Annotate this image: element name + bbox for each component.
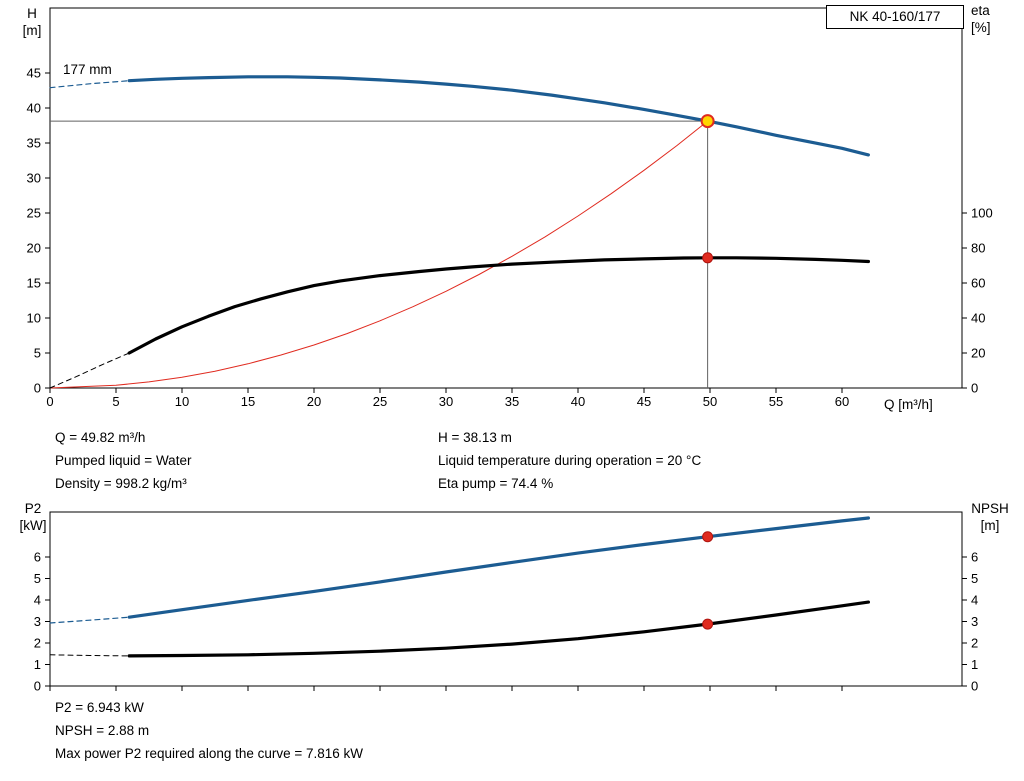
left-axis-tick-label: 25 <box>27 206 41 221</box>
left-axis-tick-label: 4 <box>34 593 41 608</box>
x-axis-tick-label: 5 <box>112 394 119 409</box>
left-axis-tick-label: 45 <box>27 66 41 81</box>
head-curve-dashed <box>49 80 130 89</box>
eta-curve <box>127 256 871 355</box>
left-axis-tick-label: 6 <box>34 550 41 565</box>
liquid-temperature-text: Liquid temperature during operation = 20… <box>438 453 702 468</box>
p2-npsh-chart-border <box>49 511 963 687</box>
right-axis-tick-label: 0 <box>971 679 978 694</box>
left-axis-tick-label: 10 <box>27 311 41 326</box>
right-axis-tick-label: 60 <box>971 276 985 291</box>
left-axis-tick-label: 30 <box>27 171 41 186</box>
npsh-point-marker <box>702 618 714 630</box>
x-axis-tick-label: 10 <box>175 394 189 409</box>
x-axis-tick-label: 55 <box>769 394 783 409</box>
right-axis-tick-label: 4 <box>971 593 978 608</box>
x-axis-tick-label: 15 <box>241 394 255 409</box>
right-axis-tick-label: 40 <box>971 311 985 326</box>
eta-axis-title: eta [%] <box>971 2 1021 36</box>
impeller-diameter-label: 177 mm <box>63 62 112 77</box>
right-axis-tick-label: 5 <box>971 571 978 586</box>
right-axis-tick-label: 20 <box>971 346 985 361</box>
eta-pump-text: Eta pump = 74.4 % <box>438 476 554 491</box>
duty-point-marker[interactable] <box>700 114 715 129</box>
p2-axis-unit: [kW] <box>19 518 47 533</box>
left-axis-tick-label: 5 <box>34 346 41 361</box>
left-axis-tick-label: 2 <box>34 636 41 651</box>
x-axis-tick-label: 60 <box>835 394 849 409</box>
p2-curve-dashed <box>49 616 130 624</box>
npsh-result-text: NPSH = 2.88 m <box>55 723 150 738</box>
duty-q-text: Q = 49.82 m³/h <box>55 430 146 445</box>
p2-curve <box>127 516 871 619</box>
left-axis-tick-label: 5 <box>34 571 41 586</box>
left-axis-tick-label: 0 <box>34 679 41 694</box>
h-axis-title: H [m] <box>14 5 50 39</box>
right-axis-tick-label: 6 <box>971 550 978 565</box>
eta-axis-unit: [%] <box>971 20 991 35</box>
npsh-axis-title: NPSH [m] <box>962 500 1018 534</box>
left-axis-tick-label: 0 <box>34 381 41 396</box>
affinity-curve <box>49 120 709 389</box>
p2-axis-title: P2 [kW] <box>12 500 54 534</box>
npsh-axis-unit: [m] <box>980 518 1000 533</box>
x-axis-tick-label: 30 <box>439 394 453 409</box>
h-axis-unit: [m] <box>22 23 42 38</box>
p2-point-marker <box>702 531 714 543</box>
p2-result-text: P2 = 6.943 kW <box>55 700 144 715</box>
left-axis-tick-label: 15 <box>27 276 41 291</box>
right-axis-tick-label: 80 <box>971 241 985 256</box>
pumped-liquid-text: Pumped liquid = Water <box>55 453 192 468</box>
x-axis-tick-label: 0 <box>46 394 53 409</box>
x-axis-tick-label: 40 <box>571 394 585 409</box>
x-axis-tick-label: 25 <box>373 394 387 409</box>
q-axis-label: Q [m³/h] <box>884 397 933 412</box>
left-axis-tick-label: 1 <box>34 657 41 672</box>
npsh-axis-name: NPSH <box>971 501 1009 516</box>
right-axis-tick-label: 2 <box>971 636 978 651</box>
left-axis-tick-label: 35 <box>27 136 41 151</box>
head-curve <box>127 75 871 157</box>
right-axis-tick-label: 3 <box>971 614 978 629</box>
npsh-curve <box>127 600 871 658</box>
qh-eta-chart-border <box>49 7 963 389</box>
x-axis-tick-label: 35 <box>505 394 519 409</box>
x-axis-tick-label: 50 <box>703 394 717 409</box>
duty-h-text: H = 38.13 m <box>438 430 512 445</box>
x-axis-tick-label: 45 <box>637 394 651 409</box>
npsh-curve-dashed <box>49 654 130 657</box>
eta-curve-dashed <box>49 352 130 389</box>
right-axis-tick-label: 1 <box>971 657 978 672</box>
right-axis-tick-label: 0 <box>971 381 978 396</box>
density-text: Density = 998.2 kg/m³ <box>55 476 187 491</box>
max-p2-result-text: Max power P2 required along the curve = … <box>55 746 364 761</box>
h-axis-name: H <box>27 6 37 21</box>
left-axis-tick-label: 3 <box>34 614 41 629</box>
left-axis-tick-label: 20 <box>27 241 41 256</box>
pump-model-box: NK 40-160/177 <box>826 5 964 29</box>
left-axis-tick-label: 40 <box>27 101 41 116</box>
p2-axis-name: P2 <box>24 501 42 516</box>
eta-axis-name: eta <box>971 3 990 18</box>
right-axis-tick-label: 100 <box>971 206 993 221</box>
eta-point-marker <box>702 252 714 264</box>
x-axis-tick-label: 20 <box>307 394 321 409</box>
